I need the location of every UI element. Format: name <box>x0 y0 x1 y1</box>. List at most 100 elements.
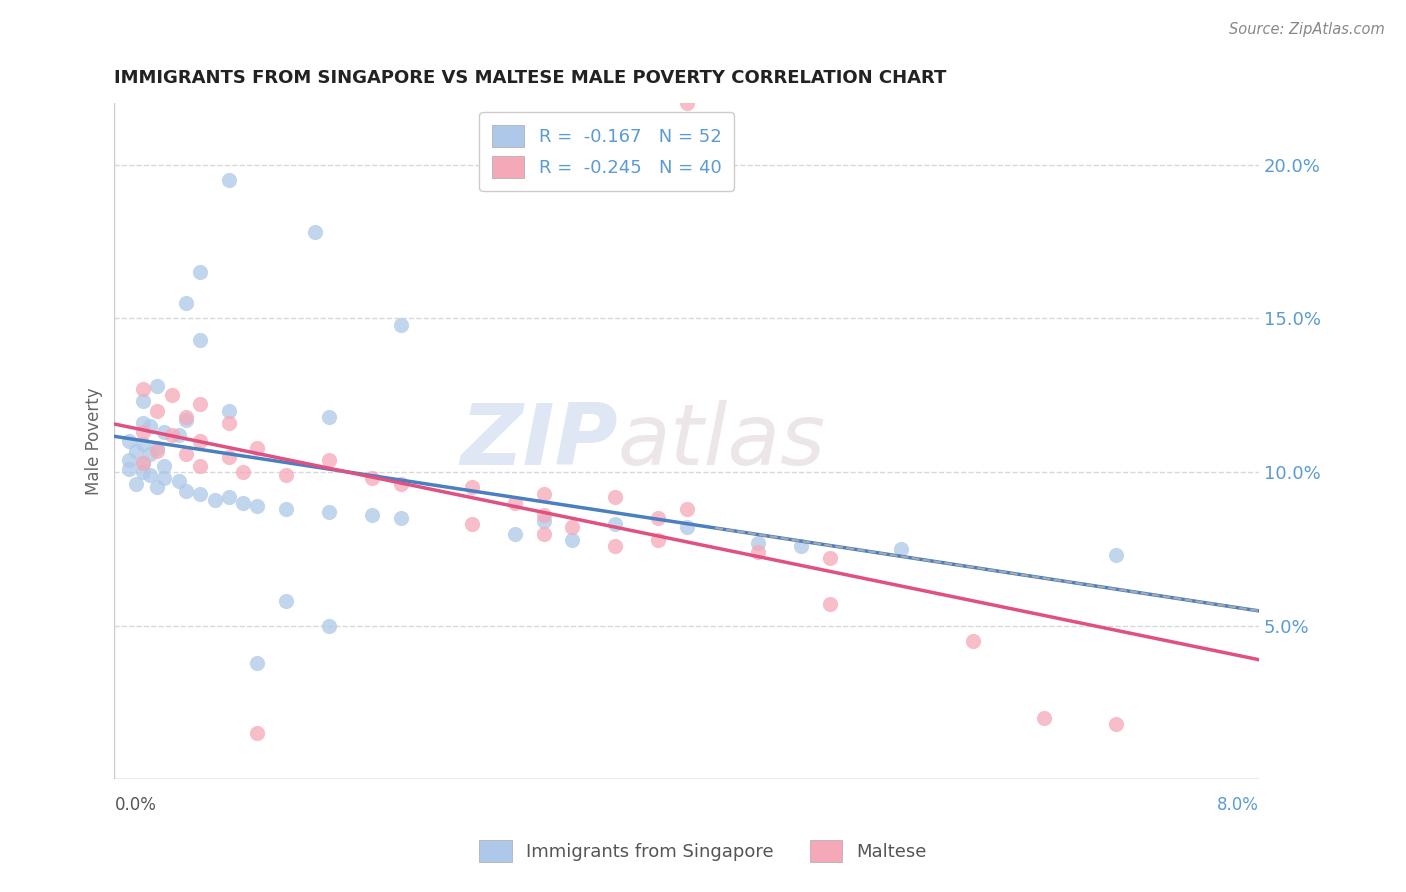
Text: ZIP: ZIP <box>460 400 619 483</box>
Point <box>818 597 841 611</box>
Point <box>174 296 197 310</box>
Point <box>174 447 197 461</box>
Point <box>146 480 169 494</box>
Point <box>139 447 162 461</box>
Point <box>274 502 297 516</box>
Point <box>204 492 226 507</box>
Text: atlas: atlas <box>619 400 825 483</box>
Point <box>188 333 211 347</box>
Point <box>389 477 412 491</box>
Point <box>153 425 176 439</box>
Point <box>389 511 412 525</box>
Point <box>675 520 697 534</box>
Point <box>318 409 340 424</box>
Point <box>304 226 326 240</box>
Point <box>232 465 254 479</box>
Point <box>1105 717 1128 731</box>
Point <box>533 486 555 500</box>
Point <box>561 520 583 534</box>
Point <box>790 539 813 553</box>
Point <box>361 508 384 522</box>
Point <box>318 505 340 519</box>
Point <box>603 517 626 532</box>
Point <box>1033 711 1056 725</box>
Point <box>318 452 340 467</box>
Point <box>160 388 183 402</box>
Point <box>174 413 197 427</box>
Point <box>153 458 176 473</box>
Point <box>561 533 583 547</box>
Point <box>218 490 240 504</box>
Point <box>160 428 183 442</box>
Point <box>533 526 555 541</box>
Point <box>747 535 769 549</box>
Point <box>132 456 155 470</box>
Point <box>146 441 169 455</box>
Legend: Immigrants from Singapore, Maltese: Immigrants from Singapore, Maltese <box>472 833 934 870</box>
Point <box>603 490 626 504</box>
Point <box>318 619 340 633</box>
Text: IMMIGRANTS FROM SINGAPORE VS MALTESE MALE POVERTY CORRELATION CHART: IMMIGRANTS FROM SINGAPORE VS MALTESE MAL… <box>114 69 946 87</box>
Text: 0.0%: 0.0% <box>114 797 156 814</box>
Point <box>188 458 211 473</box>
Point <box>132 382 155 396</box>
Point <box>533 514 555 528</box>
Point <box>461 517 484 532</box>
Point <box>747 545 769 559</box>
Point <box>174 483 197 498</box>
Point <box>246 499 269 513</box>
Point <box>232 496 254 510</box>
Point <box>675 502 697 516</box>
Point <box>118 434 141 449</box>
Point <box>274 594 297 608</box>
Point <box>461 480 484 494</box>
Point <box>146 403 169 417</box>
Point <box>125 443 148 458</box>
Point <box>188 265 211 279</box>
Point <box>167 428 190 442</box>
Point <box>503 526 526 541</box>
Point <box>218 416 240 430</box>
Point <box>132 456 155 470</box>
Point <box>218 173 240 187</box>
Text: 8.0%: 8.0% <box>1218 797 1258 814</box>
Point <box>132 416 155 430</box>
Point <box>1105 548 1128 562</box>
Point <box>174 409 197 424</box>
Point <box>890 541 912 556</box>
Point <box>153 471 176 485</box>
Point <box>675 96 697 111</box>
Point <box>361 471 384 485</box>
Point <box>246 656 269 670</box>
Point <box>246 441 269 455</box>
Point <box>962 634 984 648</box>
Legend: R =  -0.167   N = 52, R =  -0.245   N = 40: R = -0.167 N = 52, R = -0.245 N = 40 <box>479 112 734 191</box>
Point <box>146 379 169 393</box>
Point <box>139 468 162 483</box>
Point <box>647 511 669 525</box>
Point <box>132 394 155 409</box>
Point <box>125 477 148 491</box>
Point <box>132 425 155 439</box>
Point <box>389 318 412 332</box>
Point <box>218 403 240 417</box>
Point <box>188 434 211 449</box>
Point <box>139 419 162 434</box>
Point <box>818 551 841 566</box>
Point <box>118 462 141 476</box>
Y-axis label: Male Poverty: Male Poverty <box>86 387 103 495</box>
Point <box>246 726 269 740</box>
Point <box>647 533 669 547</box>
Point <box>146 443 169 458</box>
Point <box>132 465 155 479</box>
Point <box>503 496 526 510</box>
Point <box>218 450 240 464</box>
Text: Source: ZipAtlas.com: Source: ZipAtlas.com <box>1229 22 1385 37</box>
Point <box>132 437 155 451</box>
Point <box>167 475 190 489</box>
Point <box>188 397 211 411</box>
Point <box>118 452 141 467</box>
Point <box>188 486 211 500</box>
Point <box>274 468 297 483</box>
Point <box>603 539 626 553</box>
